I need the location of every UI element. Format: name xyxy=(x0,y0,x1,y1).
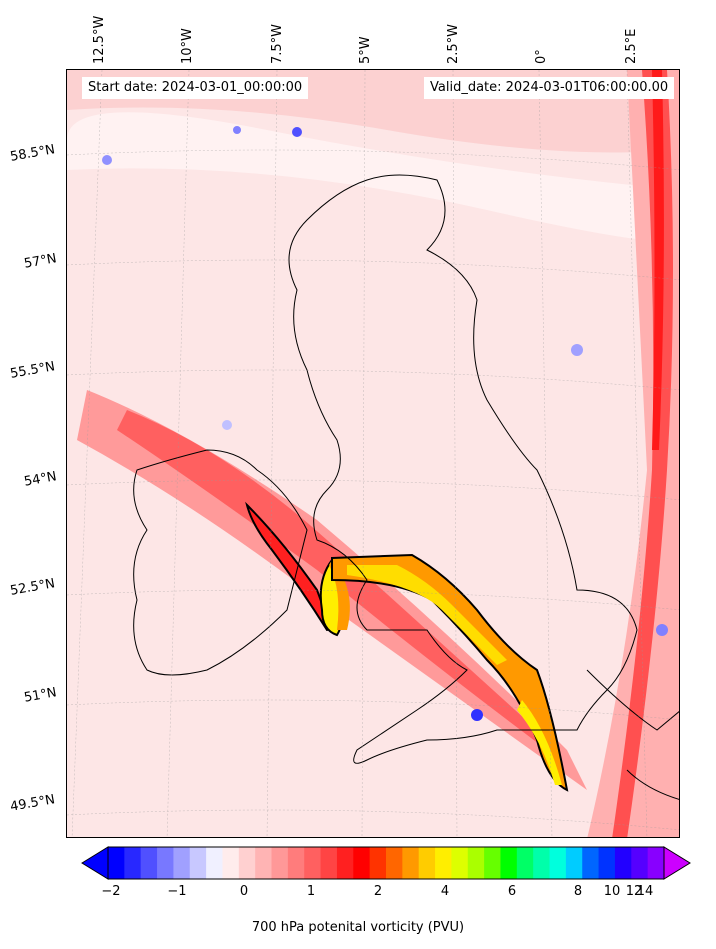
colorbar-swatch xyxy=(222,847,240,879)
colorbar-swatch xyxy=(451,847,469,879)
colorbar-swatch xyxy=(157,847,174,879)
colorbar-tick: 2 xyxy=(373,884,383,899)
colorbar-swatch xyxy=(647,847,665,879)
map-panel xyxy=(66,69,680,838)
colorbar-swatch xyxy=(140,847,158,879)
lat-label-54n: 54°N xyxy=(22,469,58,490)
colorbar-over-extension xyxy=(663,846,691,880)
colorbar-swatch xyxy=(320,847,338,879)
colorbar-swatch xyxy=(386,847,403,879)
colorbar-tick: 4 xyxy=(440,884,450,899)
colorbar-swatch xyxy=(238,847,256,879)
colorbar-tick: 14 xyxy=(636,884,654,899)
lat-label-49-5n: 49.5°N xyxy=(9,792,57,815)
colorbar-swatch xyxy=(287,847,305,879)
colorbar-swatch xyxy=(206,847,223,879)
colorbar-swatch xyxy=(484,847,501,879)
colorbar-swatch xyxy=(418,847,436,879)
colorbar-swatch xyxy=(108,847,125,879)
colorbar xyxy=(81,846,691,880)
valid-date-label: Valid_date: 2024-03-01T06:00:00.00 xyxy=(424,77,675,99)
colorbar-frame xyxy=(107,846,665,880)
colorbar-swatch xyxy=(336,847,354,879)
colorbar-swatch xyxy=(500,847,518,879)
colorbar-swatch xyxy=(533,847,551,879)
lat-label-57n: 57°N xyxy=(22,251,58,272)
colorbar-tick: 12 xyxy=(625,884,643,899)
colorbar-swatch xyxy=(467,847,485,879)
colorbar-tick: 10 xyxy=(603,884,621,899)
colorbar-tick: 1 xyxy=(306,884,316,899)
lat-label-51n: 51°N xyxy=(22,685,58,706)
colorbar-swatch xyxy=(582,847,600,879)
colorbar-swatch xyxy=(304,847,322,879)
colorbar-tick: −1 xyxy=(167,884,187,899)
lon-label-2-5e: 2.5°E xyxy=(624,28,639,64)
colorbar-under-extension xyxy=(81,846,109,880)
lon-label-10w: 10°W xyxy=(180,28,195,64)
colorbar-swatch xyxy=(189,847,207,879)
colorbar-swatch xyxy=(271,847,289,879)
lat-label-52-5n: 52.5°N xyxy=(9,576,57,599)
lon-label-2-5w: 2.5°W xyxy=(446,23,461,64)
lon-label-7-5w: 7.5°W xyxy=(270,23,285,64)
colorbar-swatch xyxy=(124,847,142,879)
colorbar-swatch xyxy=(598,847,616,879)
lon-label-5w: 5°W xyxy=(358,36,373,64)
start-date-label: Start date: 2024-03-01_00:00:00 xyxy=(82,77,309,99)
colorbar-tick: 0 xyxy=(239,884,249,899)
colorbar-swatch xyxy=(353,847,371,879)
lon-label-12-5w: 12.5°W xyxy=(92,15,107,64)
lat-label-55-5n: 55.5°N xyxy=(9,359,57,382)
colorbar-tick: 6 xyxy=(507,884,517,899)
colorbar-swatch xyxy=(631,847,649,879)
colorbar-label: 700 hPa potenital vorticity (PVU) xyxy=(251,920,465,935)
colorbar-swatch xyxy=(402,847,420,879)
colorbar-tick: 8 xyxy=(573,884,583,899)
colorbar-swatch xyxy=(565,847,583,879)
lat-label-58-5n: 58.5°N xyxy=(9,142,57,165)
colorbar-swatch xyxy=(173,847,191,879)
colorbar-swatch xyxy=(549,847,567,879)
colorbar-swatch xyxy=(516,847,534,879)
colorbar-swatch xyxy=(255,847,273,879)
colorbar-swatch xyxy=(435,847,452,879)
lon-label-0: 0° xyxy=(534,49,549,64)
colorbar-swatch xyxy=(369,847,387,879)
potential-vorticity-field xyxy=(67,70,679,837)
colorbar-tick: −2 xyxy=(101,884,121,899)
colorbar-swatch xyxy=(614,847,632,879)
